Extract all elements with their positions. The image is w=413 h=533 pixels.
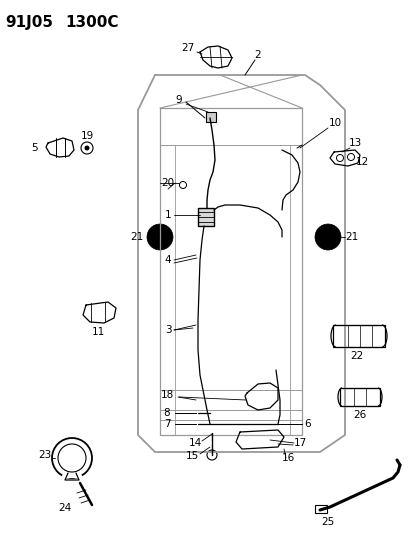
Text: 91J05: 91J05 [5,15,53,30]
Text: 4: 4 [164,255,171,265]
Text: 12: 12 [354,157,368,167]
Text: 7: 7 [163,419,170,429]
Text: 17: 17 [293,438,306,448]
Text: 1300C: 1300C [65,15,118,30]
Text: 20: 20 [161,178,174,188]
Bar [206,112,216,122]
Circle shape [147,224,173,250]
Bar [332,325,384,347]
Text: 16: 16 [281,453,294,463]
Text: 15: 15 [185,451,198,461]
Text: 11: 11 [91,327,104,337]
Circle shape [206,450,216,460]
Bar [314,505,326,513]
Bar [197,208,214,226]
Text: 21: 21 [344,232,358,242]
Text: 1: 1 [164,210,171,220]
Circle shape [84,146,89,150]
Text: 13: 13 [347,138,361,148]
Text: 6: 6 [304,419,311,429]
Text: 26: 26 [353,410,366,420]
Bar [339,388,379,406]
Text: 19: 19 [80,131,93,141]
Text: 22: 22 [349,351,363,361]
Text: 24: 24 [58,503,71,513]
Text: 8: 8 [163,408,170,418]
Text: 9: 9 [175,95,182,105]
Text: 23: 23 [38,450,52,460]
Text: 21: 21 [130,232,143,242]
Text: 27: 27 [181,43,194,53]
Text: 2: 2 [254,50,261,60]
Text: 5: 5 [32,143,38,153]
Text: 3: 3 [164,325,171,335]
Text: 18: 18 [160,390,173,400]
Text: 25: 25 [320,517,334,527]
Circle shape [314,224,340,250]
Text: 10: 10 [328,118,341,128]
Text: 14: 14 [188,438,201,448]
